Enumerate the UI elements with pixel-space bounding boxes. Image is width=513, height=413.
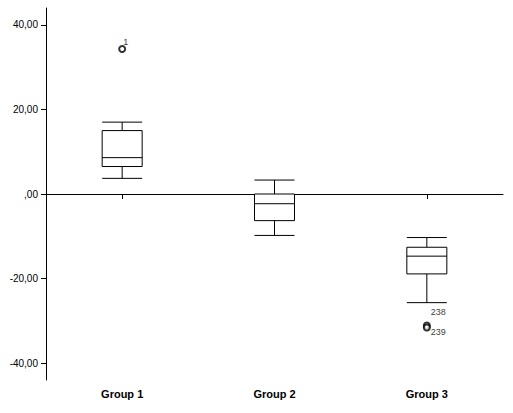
svg-text:-40,00: -40,00 (10, 358, 39, 369)
svg-text:Group 1: Group 1 (101, 388, 143, 400)
svg-text:,00: ,00 (24, 189, 38, 200)
svg-text:40,00: 40,00 (13, 19, 38, 30)
svg-text:238: 238 (431, 307, 446, 317)
svg-text:1: 1 (123, 37, 128, 47)
svg-text:Group 2: Group 2 (253, 388, 295, 400)
svg-text:239: 239 (431, 327, 446, 337)
svg-text:Group 3: Group 3 (406, 388, 448, 400)
svg-text:-20,00: -20,00 (10, 273, 39, 284)
svg-text:20,00: 20,00 (13, 104, 38, 115)
